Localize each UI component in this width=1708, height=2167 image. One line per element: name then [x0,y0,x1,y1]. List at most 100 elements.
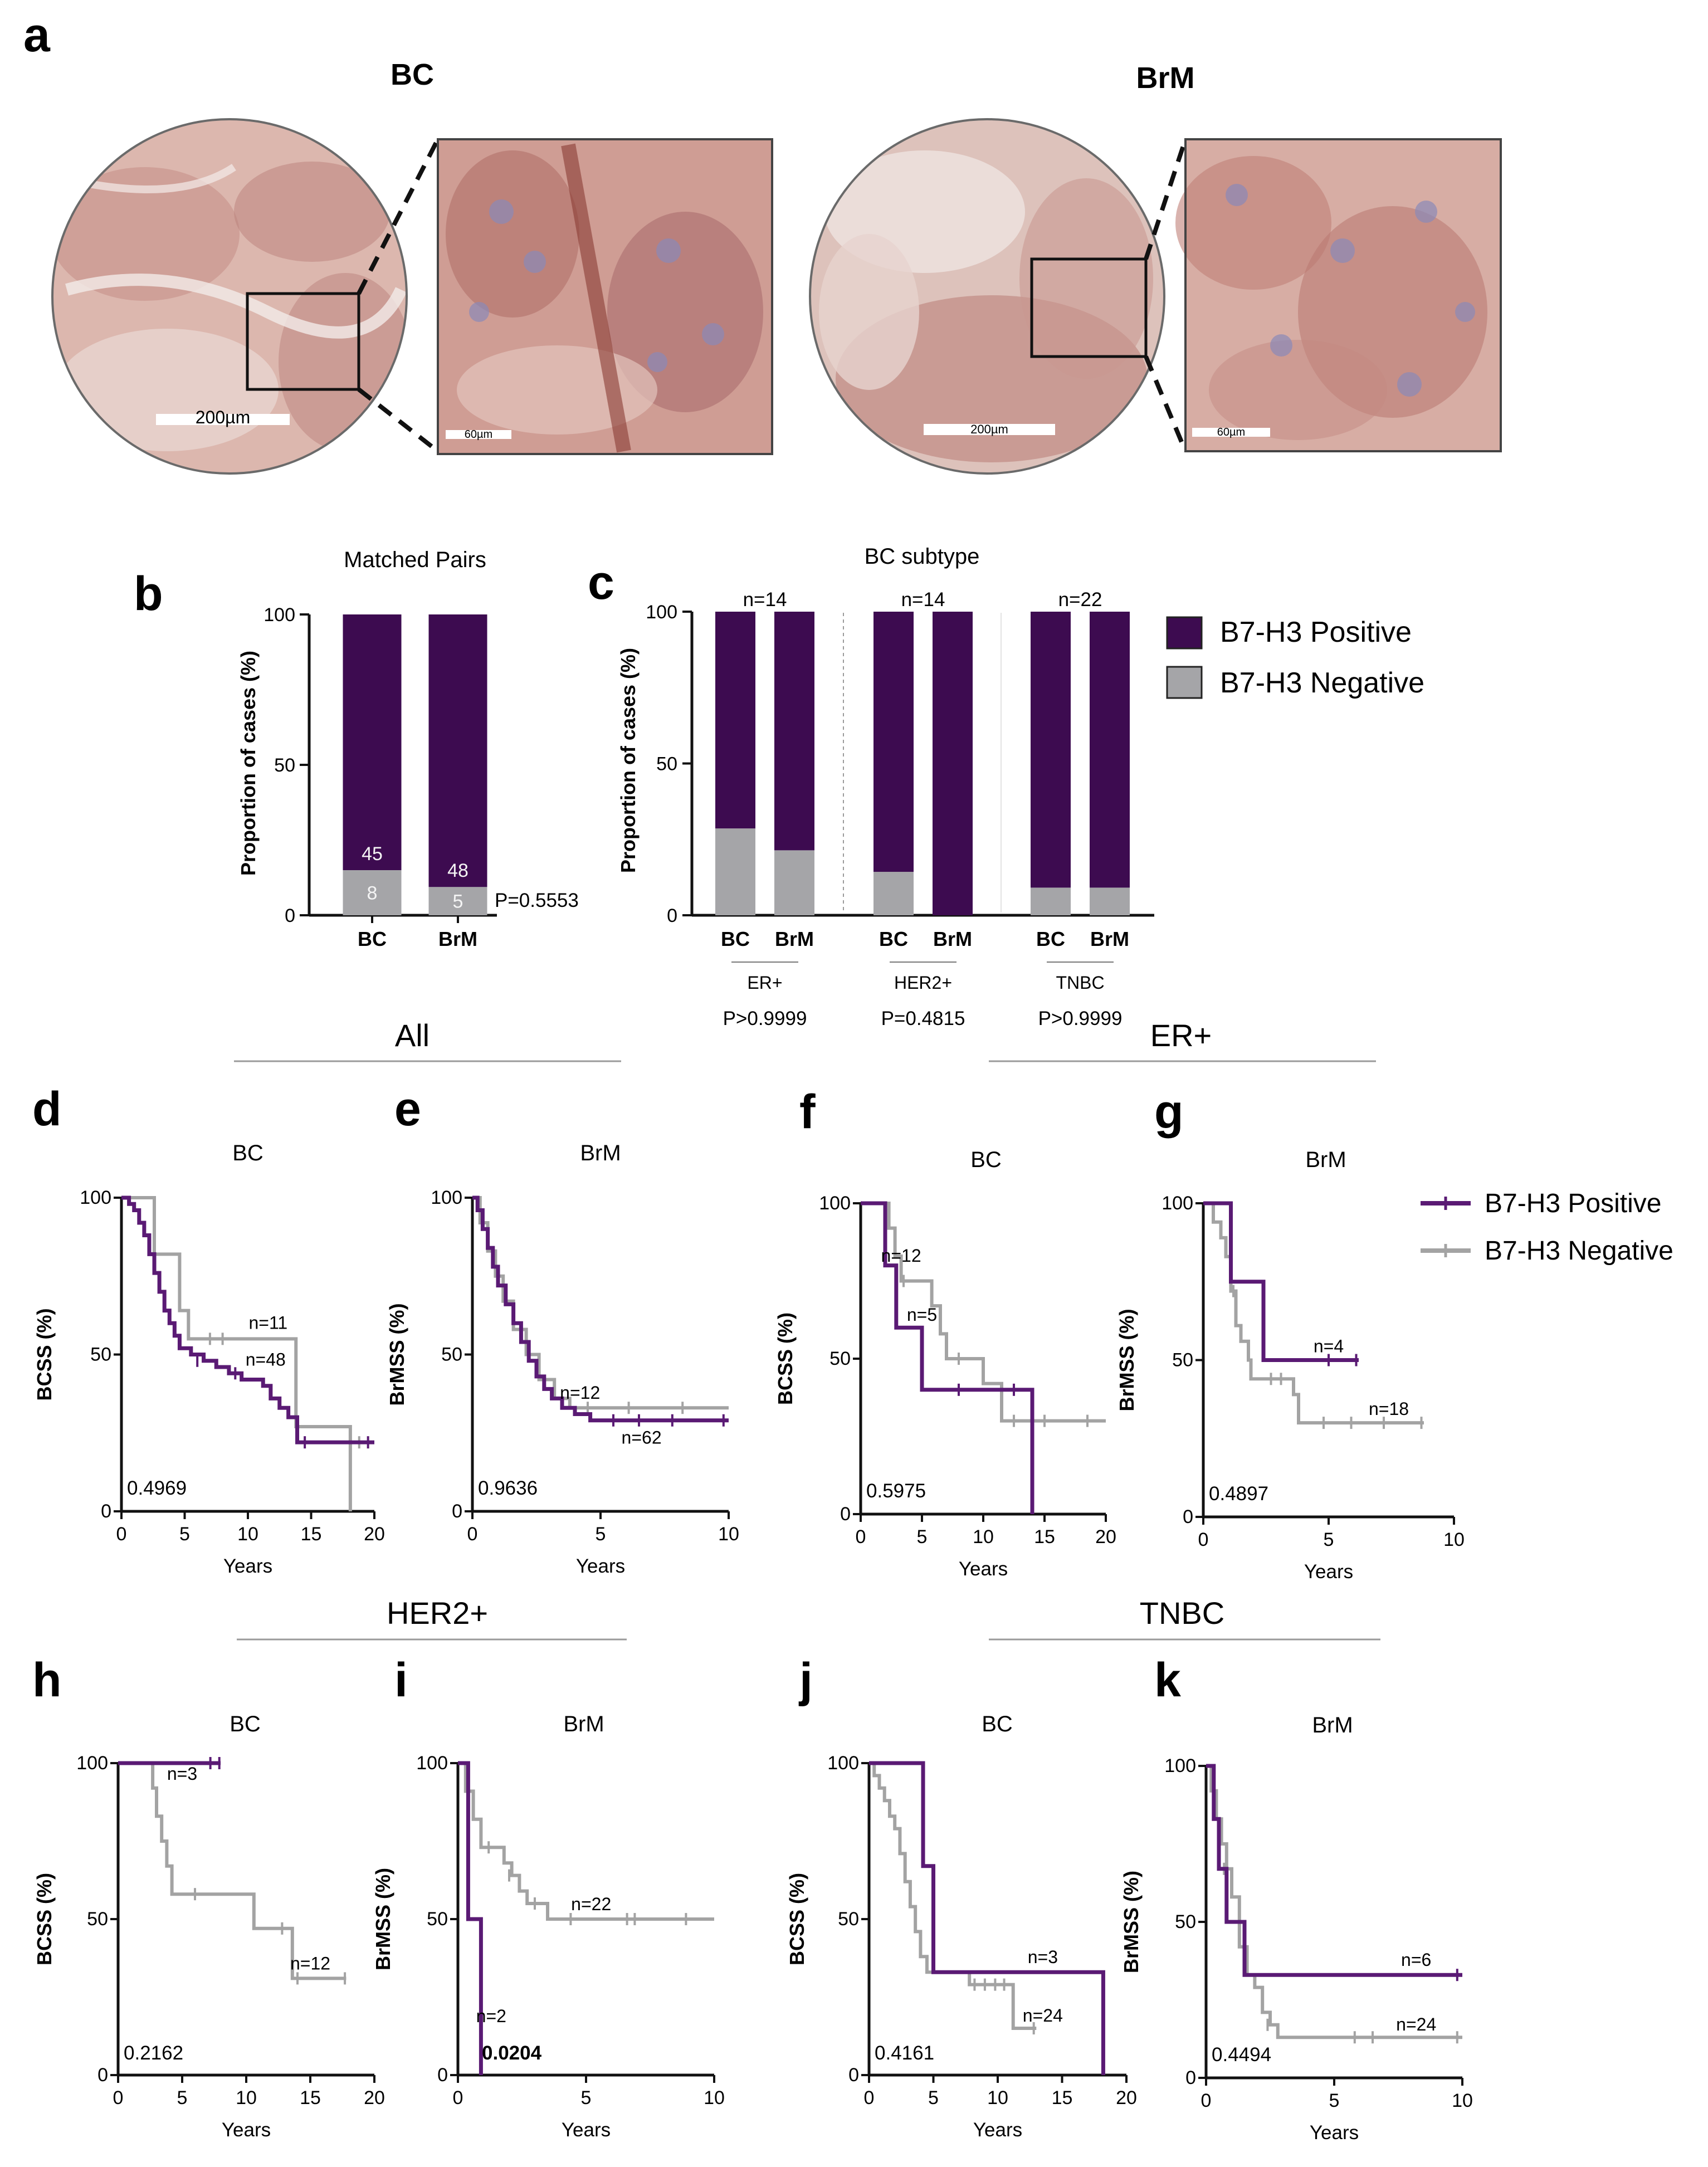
km-ytick-label: 100 [76,1753,108,1774]
km-pvalue-k: 0.4494 [1212,2044,1271,2066]
km-xtick-label: 15 [301,1524,322,1545]
scale-label-core-brm: 200µm [970,422,1008,436]
legend-label-positive: B7-H3 Positive [1220,616,1412,648]
km-xtick-label: 5 [177,2087,188,2109]
bar-positive [873,612,914,872]
ytick-label-c: 0 [667,905,677,926]
km-ytick-label: 100 [416,1753,448,1774]
km-n-label: n=12 [560,1383,600,1403]
group-header-tnbc: TNBC [1140,1595,1224,1631]
km-xtick-label: 15 [1052,2087,1073,2109]
xtick-label-c: BC [879,928,908,950]
km-xtick-label: 5 [1329,2090,1340,2111]
km-legend-label-positive: B7-H3 Positive [1485,1189,1661,1218]
km-n-label: n=22 [571,1894,611,1914]
km-xlabel-h: Years [222,2119,271,2141]
bar-positive-bc [343,614,402,870]
km-ytick-label: 0 [452,1501,462,1522]
km-xtick-label: 10 [236,2087,257,2109]
bar-positive [1090,612,1130,888]
km-xtick-label: 10 [1452,2090,1473,2111]
km-ytick-label: 50 [1172,1350,1193,1371]
group-name-c: HER2+ [894,973,952,993]
panel-letter-a: a [23,8,51,62]
km-xtick-label: 5 [179,1524,190,1545]
km-xtick-label: 0 [113,2087,124,2109]
zoom-scale-bar-brm [1192,428,1270,437]
ihc-core-brm: 200µm [809,118,1165,475]
km-legend: B7-H3 Positive B7-H3 Negative [1421,1189,1673,1266]
km-panel-f: f BC BCSS (%) 0 50 100 0 5 10 15 20 Years n=12 n=5 0.5… [774,1085,1116,1580]
km-pvalue-g: 0.4897 [1209,1483,1268,1505]
km-title-i: BrM [563,1712,604,1736]
km-xtick-label: 0 [1198,1529,1209,1550]
km-n-label: n=2 [476,2006,506,2026]
xtick-label-c: BC [721,928,750,950]
xtick-label-c: BrM [1090,928,1129,950]
panel-c: c BC subtype Proportion of cases (%) 0 50… [588,544,1154,1029]
km-ytick-label: 50 [90,1344,111,1365]
km-ytick-label: 0 [840,1504,851,1525]
km-ytick-label: 100 [1164,1755,1196,1776]
tissue-texture-brm [810,119,1164,474]
km-panel-i: i BrM BrMSS (%) 0 50 100 0 5 10 Years n=22 n=2 0.020… [372,1653,725,2141]
km-pvalue-i: 0.0204 [482,2042,542,2064]
panel-letter-g: g [1154,1085,1184,1139]
km-title-f: BC [970,1148,1002,1172]
bar-positive [933,612,973,915]
km-curve-negative [458,1761,714,1921]
bar-positive [1031,612,1071,888]
km-n-label: n=24 [1023,2005,1063,2026]
km-title-d: BC [232,1141,263,1165]
km-n-label: n=12 [881,1246,921,1266]
km-xtick-label: 5 [581,2087,592,2109]
km-xtick-label: 10 [704,2087,725,2109]
km-n-label: n=24 [1396,2014,1436,2034]
ihc-core-bc: 200µm [51,118,408,475]
km-xlabel-f: Years [959,1558,1008,1580]
group-pvalue-c: P>0.9999 [723,1008,807,1029]
km-xtick-label: 0 [864,2087,875,2109]
km-ytick-label: 50 [427,1909,448,1930]
legend-swatch-negative [1166,666,1203,699]
km-n-label: n=6 [1401,1950,1431,1970]
km-ytick-label: 100 [80,1187,111,1208]
km-curve-negative [869,1761,1037,2030]
km-ytick-label: 0 [848,2064,859,2086]
km-xtick-label: 5 [596,1524,606,1545]
km-xtick-label: 15 [300,2087,321,2109]
km-curve-positive [458,1761,483,2075]
km-curve-positive [472,1195,729,1423]
km-xtick-label: 15 [1034,1526,1055,1548]
bar-count-positive: 45 [362,843,383,865]
xtick-label-b: BrM [438,928,477,950]
group-n-c: n=14 [743,589,787,611]
km-ytick-label: 50 [441,1344,462,1365]
km-ylabel-f: BCSS (%) [774,1312,797,1405]
scale-bar-brm [924,424,1055,435]
panel-letter-h: h [32,1653,62,1707]
tile-title-bc: BC [391,58,434,91]
bar-negative [873,872,914,915]
km-curve-positive [1203,1201,1359,1362]
bar-negative [715,828,755,915]
panel-letter-j: j [798,1653,813,1707]
km-curve-negative [861,1202,1106,1423]
km-ytick-label: 100 [431,1187,462,1208]
bar-negative-bc [343,870,402,915]
km-ytick-label: 100 [827,1753,859,1774]
group-n-c: n=14 [901,589,945,611]
km-curve-positive [1206,1764,1462,1977]
bar-positive [715,612,755,829]
chart-title-b: Matched Pairs [344,548,486,572]
km-ylabel-h: BCSS (%) [33,1873,56,1965]
km-title-h: BC [230,1712,261,1736]
km-n-label: n=18 [1369,1399,1409,1419]
bar-positive-brm [428,614,487,887]
km-ytick-label: 50 [838,1909,859,1930]
group-pvalue-c: P=0.4815 [881,1008,965,1029]
km-legend-label-negative: B7-H3 Negative [1485,1236,1673,1266]
km-title-e: BrM [580,1141,621,1165]
zoom-scale-bar-bc [446,430,511,439]
